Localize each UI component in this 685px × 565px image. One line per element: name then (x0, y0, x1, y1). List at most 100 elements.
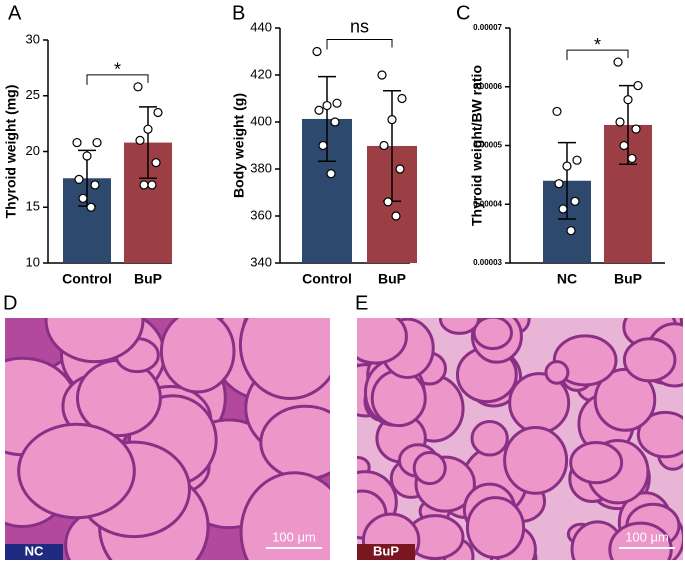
follicle (259, 404, 330, 481)
y-tick-label: 360 (250, 207, 272, 222)
significance-label: * (114, 60, 121, 80)
significance-label: * (594, 35, 601, 55)
histology-image (357, 318, 683, 560)
y-tick-label: 25 (26, 87, 40, 102)
y-tick-label: 400 (250, 113, 272, 128)
y-axis-label: Thyroid weight/BW ratio (469, 65, 485, 226)
follicle (370, 369, 427, 428)
y-axis-label: Thyroid weight (mg) (3, 85, 19, 219)
panel-label: D (3, 292, 17, 314)
image-tag: BuP (373, 543, 399, 558)
follicle (238, 318, 330, 401)
data-point (395, 164, 405, 174)
data-point (135, 135, 145, 145)
y-tick-label: 0.00005 (473, 141, 502, 150)
data-point (326, 169, 336, 179)
y-tick-label: 0.00007 (473, 23, 502, 32)
follicle (569, 440, 624, 485)
data-point (397, 93, 407, 104)
follicle (636, 410, 683, 459)
y-tick-label: 420 (250, 66, 272, 81)
x-tick-label: Control (62, 271, 112, 287)
y-tick-label: 0.00004 (473, 199, 502, 208)
follicle (44, 318, 145, 364)
data-point (143, 124, 153, 134)
y-tick-label: 440 (250, 19, 272, 34)
data-point (133, 82, 143, 92)
panel-label: C (456, 2, 470, 24)
follicle (465, 496, 526, 560)
y-tick-label: 20 (26, 143, 40, 158)
panel-label: E (355, 292, 368, 314)
data-point (558, 204, 568, 214)
y-tick-label: 0.00006 (473, 82, 502, 91)
follicle (438, 318, 481, 335)
y-tick-label: 380 (250, 160, 272, 175)
image-tag: NC (25, 543, 44, 558)
significance-label: ns (350, 16, 369, 36)
follicle (159, 318, 236, 394)
significance-bracket (326, 39, 393, 50)
data-point (86, 202, 96, 212)
follicle (503, 425, 569, 495)
data-point (613, 57, 623, 67)
tag-box (357, 544, 415, 560)
y-tick-label: 30 (26, 31, 40, 46)
scale-bar-label: 100 μm (625, 529, 669, 544)
significance-bracket (86, 74, 149, 85)
data-point (566, 226, 576, 236)
y-tick-label: 0.00003 (473, 258, 502, 267)
panel-label: B (232, 2, 245, 24)
y-tick-label: 10 (26, 254, 40, 269)
follicle (544, 360, 570, 385)
x-tick-label: BuP (378, 271, 406, 287)
data-point (318, 140, 328, 151)
data-point (330, 117, 340, 127)
data-point (151, 158, 161, 168)
data-point (570, 196, 580, 206)
data-point (322, 100, 332, 111)
follicle (470, 420, 509, 457)
data-point (90, 180, 100, 190)
data-point (552, 106, 562, 117)
data-point (554, 179, 564, 189)
y-axis-label: Body weight (g) (231, 93, 247, 198)
data-point (72, 137, 82, 148)
y-tick-label: 15 (26, 199, 40, 214)
follicle (593, 367, 657, 432)
x-tick-label: Control (302, 271, 352, 287)
significance-bracket (566, 49, 629, 61)
y-tick-label: 340 (250, 254, 272, 269)
follicle (357, 318, 408, 365)
data-point (619, 140, 629, 151)
data-point (631, 124, 641, 134)
data-point (312, 46, 322, 57)
data-point (627, 153, 637, 164)
data-point (572, 155, 582, 165)
data-point (633, 80, 643, 91)
follicle (17, 422, 136, 520)
histology-image (5, 318, 330, 560)
data-point (92, 137, 102, 148)
x-tick-label: NC (557, 271, 577, 287)
tag-box (5, 544, 63, 560)
panel-label: A (8, 2, 22, 24)
data-point (379, 140, 389, 151)
data-point (82, 151, 92, 161)
data-point (387, 115, 397, 125)
follicle (472, 318, 513, 351)
follicle (608, 521, 673, 560)
follicle (622, 337, 677, 383)
data-point (314, 105, 324, 115)
scale-bar-label: 100 μm (272, 529, 316, 544)
data-point (623, 95, 633, 105)
x-tick-label: BuP (614, 271, 642, 287)
x-tick-label: BuP (134, 271, 162, 287)
data-point (383, 197, 393, 207)
data-point (377, 70, 387, 80)
data-point (332, 98, 342, 108)
data-point (139, 180, 149, 190)
data-point (562, 161, 572, 171)
data-point (391, 211, 401, 221)
